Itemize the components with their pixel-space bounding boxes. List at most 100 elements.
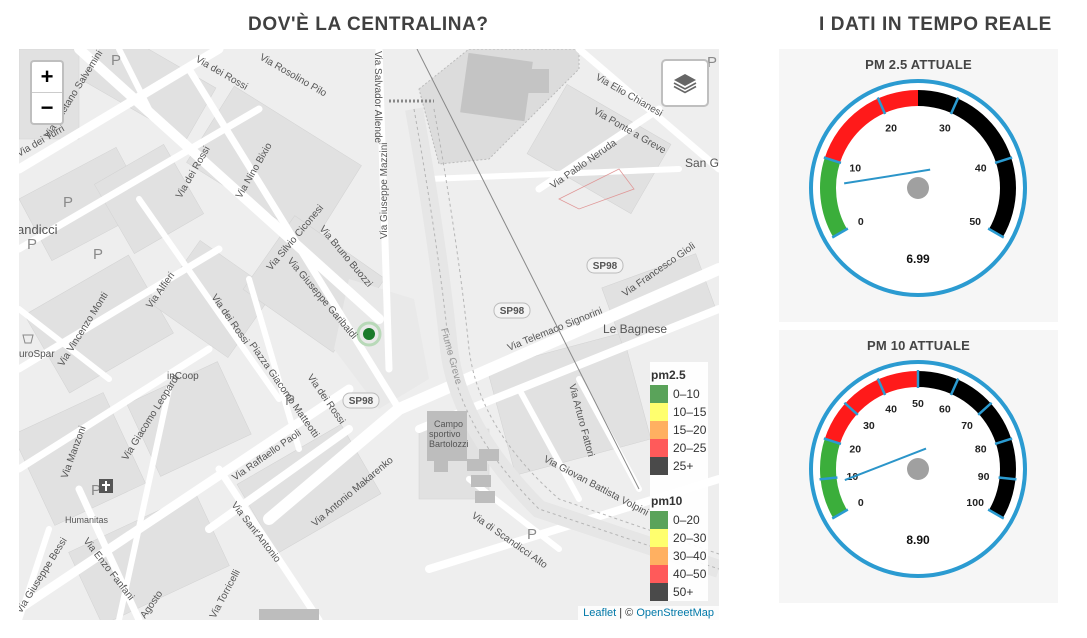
station-marker[interactable]	[363, 328, 375, 340]
place-label: San G	[685, 156, 719, 170]
legend-swatch	[650, 511, 668, 529]
legend-swatch	[650, 403, 668, 421]
legend-row: 20–25	[650, 439, 708, 457]
gauge-tick	[823, 156, 842, 165]
pm10-gauge-card: 01020304050607080901008.90 PM 10 ATTUALE	[779, 330, 1058, 603]
place-label: Campo	[434, 419, 463, 429]
zoom-out-button[interactable]: −	[32, 92, 62, 123]
gauge-tick	[994, 156, 1013, 165]
gauge-band	[824, 90, 918, 163]
legend-row: 10–15	[650, 403, 708, 421]
gauge-tick-label: 70	[961, 420, 973, 432]
gauge-band	[918, 371, 1016, 518]
parking-icon: P	[111, 52, 121, 69]
sp98-shield: SP98	[593, 261, 618, 272]
legend-row: 25+	[650, 457, 708, 475]
legend-swatch	[650, 421, 668, 439]
street-label: Via di Scandicci Alto	[469, 510, 549, 571]
legend-row: 15–20	[650, 421, 708, 439]
osm-link[interactable]: OpenStreetMap	[636, 607, 714, 619]
gauge-tick-label: 20	[849, 444, 861, 456]
gauge-band	[824, 371, 918, 444]
parking-icon: P	[527, 526, 537, 543]
legend-row: 0–20	[650, 511, 708, 529]
legend-row: 20–30	[650, 529, 708, 547]
parking-icon: P	[63, 194, 73, 211]
attribution-separator: | ©	[616, 607, 637, 619]
gauge-tick-label: 40	[975, 163, 987, 175]
legend-swatch	[650, 439, 668, 457]
gauge-tick	[876, 97, 887, 115]
place-label: Humanitas	[65, 515, 109, 525]
gauge-tick	[994, 437, 1013, 446]
gauge-tick	[831, 227, 849, 239]
gauge-tick-label: 40	[885, 404, 897, 416]
gauges-section-title: I DATI IN TEMPO REALE	[819, 14, 1052, 35]
pm10-gauge: 01020304050607080901008.90	[809, 360, 1027, 578]
gauge-tick	[949, 378, 960, 396]
zoom-control: + −	[30, 60, 64, 125]
place-label: Le Bagnese	[603, 322, 667, 336]
layers-icon	[673, 74, 697, 94]
cart-icon	[22, 334, 34, 344]
parking-icon: P	[707, 54, 717, 71]
gauge-needle	[843, 168, 931, 185]
legend-swatch	[650, 529, 668, 547]
gauge-tick-label: 20	[885, 123, 897, 135]
place-label: sportivo	[429, 429, 461, 439]
gauge-band	[820, 157, 847, 237]
parking-icon: P	[93, 246, 103, 263]
gauge-tick-label: 90	[978, 471, 990, 483]
street-label: Piazza Giacomo Matteotti	[247, 340, 321, 440]
legend-swatch	[650, 565, 668, 583]
map-tiles[interactable]: SP98 SP98 SP98 P P P P P P P P Via dei R…	[19, 49, 719, 620]
gauge-tick-label: 0	[858, 216, 864, 228]
legend-row: 40–50	[650, 565, 708, 583]
gauge-tick	[831, 508, 849, 520]
layers-button[interactable]	[661, 59, 709, 107]
legend-swatch	[650, 547, 668, 565]
street-label: Via Rosolino Pilo	[258, 52, 329, 99]
legend-label: 20–30	[673, 531, 707, 545]
gauge-value: 6.99	[906, 252, 930, 266]
shop-label: uroSpar	[19, 349, 55, 360]
legend-swatch	[650, 385, 668, 403]
church-icon	[99, 479, 113, 493]
gauge-tick	[977, 401, 993, 416]
gauge-tick	[876, 378, 887, 396]
pm25-gauge-title: PM 2.5 ATTUALE	[865, 57, 972, 72]
legend-swatch	[650, 583, 668, 601]
legend-swatch	[650, 457, 668, 475]
gauge-tick	[987, 508, 1005, 520]
legend-pm25-title: pm2.5	[651, 368, 686, 382]
pollution-legend: pm2.5 0–10 10–15 15–20 20–25 25+ pm10 0–20 20…	[650, 362, 708, 601]
gauge-tick-label: 60	[939, 404, 951, 416]
gauge-tick-label: 30	[863, 420, 875, 432]
legend-label: 30–40	[673, 549, 707, 563]
station-map[interactable]: SP98 SP98 SP98 P P P P P P P P Via dei R…	[19, 49, 719, 620]
gauge-tick-label: 50	[912, 398, 924, 410]
street-label: Via Torricelli	[208, 568, 243, 620]
gauge-tick	[998, 476, 1017, 481]
sp98-shield: SP98	[349, 396, 374, 407]
legend-row: 30–40	[650, 547, 708, 565]
map-attribution: Leaflet | © OpenStreetMap	[578, 606, 719, 620]
gauge-tick-label: 50	[969, 216, 981, 228]
gauge-tick-label: 80	[975, 444, 987, 456]
place-label: Bartolozzi	[429, 439, 469, 449]
gauge-tick	[987, 227, 1005, 239]
gauge-hub	[907, 177, 929, 199]
legend-row: 0–10	[650, 385, 708, 403]
leaflet-link[interactable]: Leaflet	[583, 607, 617, 619]
pm25-gauge-card: 0 10 20 30 40 50 6.99 PM 2.5 ATTUALE	[779, 49, 1058, 322]
legend-label: 0–10	[673, 387, 700, 401]
gauge-tick	[843, 401, 859, 416]
gauge-tick-label: 10	[849, 163, 861, 175]
gauge-hub	[907, 458, 929, 480]
gauge-needle	[844, 447, 927, 482]
pm25-gauge: 0 10 20 30 40 50 6.99	[809, 79, 1027, 297]
zoom-in-button[interactable]: +	[40, 64, 54, 89]
legend-label: 0–20	[673, 513, 700, 527]
legend-label: 40–50	[673, 567, 707, 581]
legend-label: 20–25	[673, 441, 707, 455]
